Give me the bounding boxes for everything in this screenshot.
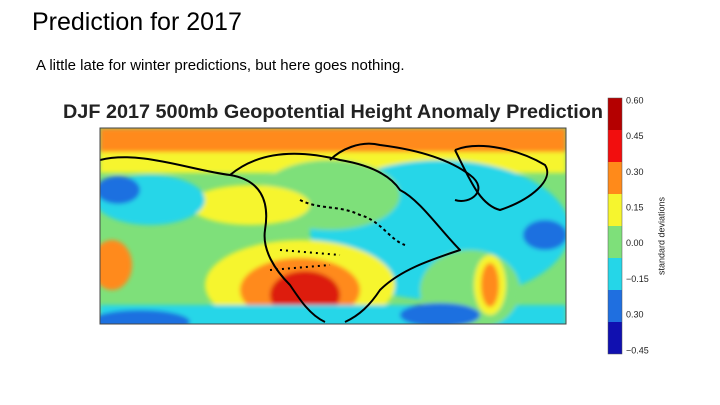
colorbar-ticks: 0.60 0.45 0.30 0.15 0.00 −0.15 0.30 −0.45 <box>626 95 649 355</box>
colorbar-tick-label: 0.30 <box>626 167 644 177</box>
colorbar-tick-label: 0.15 <box>626 202 644 212</box>
map-frame <box>99 127 567 325</box>
colorbar <box>607 97 623 355</box>
slide-subtitle: A little late for winter predictions, bu… <box>36 57 405 74</box>
colorbar-label: standard deviations <box>656 196 666 275</box>
colorbar-tick-label: 0.60 <box>626 95 644 105</box>
slide-title: Prediction for 2017 <box>32 8 242 36</box>
anomaly-map <box>100 128 566 324</box>
colorbar-tick-label: −0.45 <box>626 345 649 355</box>
figure-title: DJF 2017 500mb Geopotential Height Anoma… <box>63 102 603 123</box>
colorbar-tick-label: 0.00 <box>626 238 644 248</box>
colorbar-tick-label: 0.30 <box>626 310 644 320</box>
colorbar-tick-label: 0.45 <box>626 131 644 141</box>
colorbar-tick-label: −0.15 <box>626 274 649 284</box>
